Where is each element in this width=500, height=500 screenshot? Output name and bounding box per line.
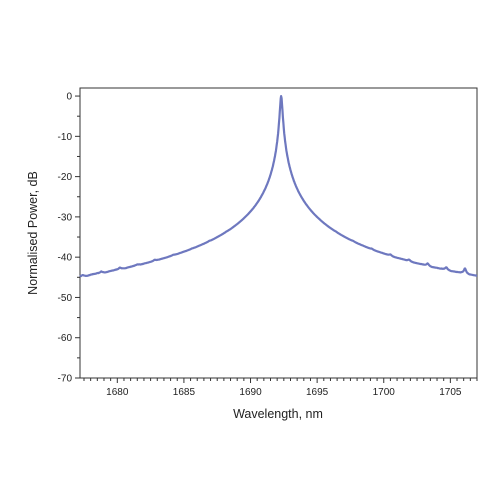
y-tick-label: -70 — [58, 374, 73, 385]
x-tick-label: 1695 — [306, 387, 329, 398]
y-tick-label: -10 — [58, 132, 73, 143]
x-tick-label: 1690 — [239, 387, 262, 398]
x-tick-label: 1705 — [439, 387, 462, 398]
y-tick-label: -60 — [58, 333, 73, 344]
y-tick-label: -50 — [58, 293, 73, 304]
x-axis-label: Wavelength, nm — [233, 407, 323, 421]
x-tick-label: 1700 — [373, 387, 396, 398]
x-tick-label: 1680 — [106, 387, 129, 398]
plot-frame — [79, 87, 478, 379]
x-axis: 1680 1685 1690 1695 1700 1705 — [83, 378, 478, 398]
x-tick-label: 1685 — [173, 387, 196, 398]
y-tick-label: 0 — [66, 92, 72, 103]
y-axis-label: Normalised Power, dB — [26, 171, 40, 295]
y-tick-label: -30 — [58, 212, 73, 223]
y-tick-label: -40 — [58, 253, 73, 264]
y-tick-label: -20 — [58, 172, 73, 183]
y-axis: 0 -10 -20 -30 -40 -50 -60 -70 — [58, 92, 80, 385]
spectrum-line — [79, 95, 478, 278]
